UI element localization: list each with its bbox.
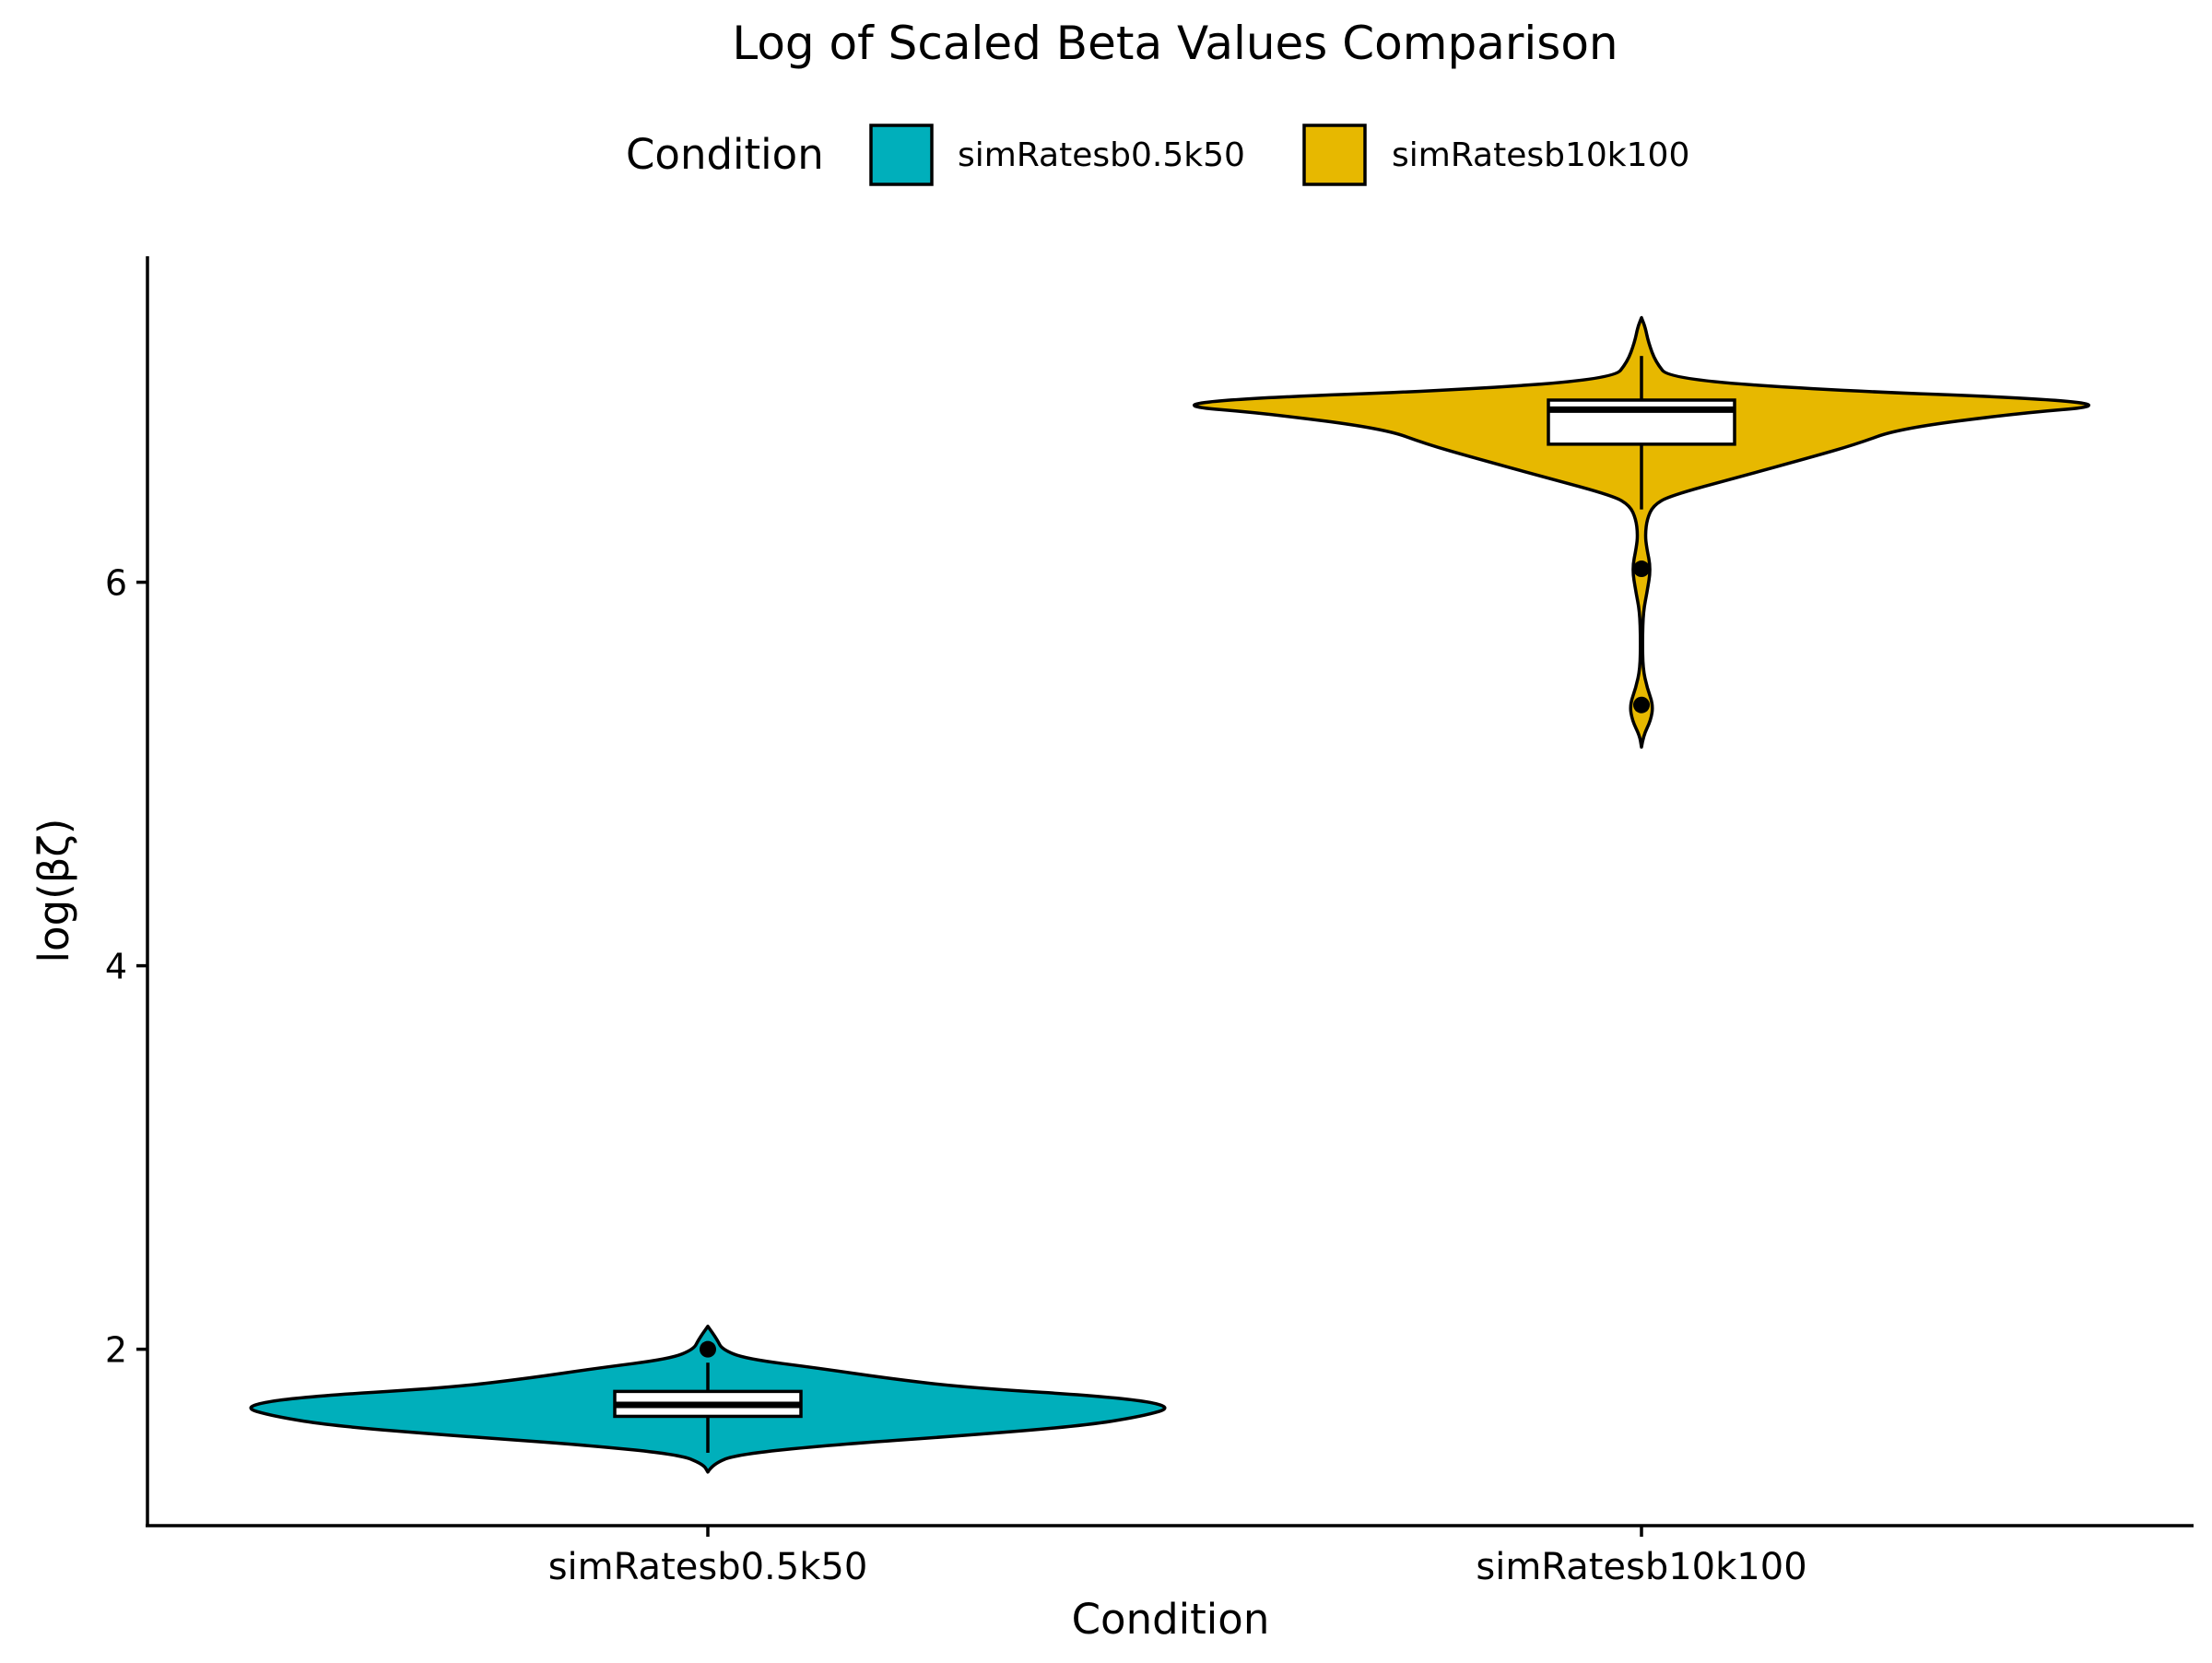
y-tick-label-1: 4	[105, 947, 127, 987]
outlier-point-0-0	[700, 1340, 716, 1358]
x-tick-label-1: simRatesb10k100	[1476, 1546, 1806, 1588]
y-tick-label-2: 6	[105, 563, 127, 604]
outlier-point-1-0	[1633, 560, 1650, 578]
x-axis-ticks: simRatesb0.5k50 simRatesb10k100	[548, 1526, 1807, 1588]
legend: Condition simRatesb0.5k50 simRatesb10k10…	[626, 124, 1689, 186]
violin-group-0	[249, 1324, 1167, 1474]
chart-title: Log of Scaled Beta Values Comparison	[732, 17, 1618, 70]
y-axis-ticks: 2 4 6	[105, 563, 147, 1371]
plot-area	[249, 315, 2091, 1474]
outlier-point-1-1	[1633, 696, 1650, 714]
legend-title: Condition	[626, 130, 824, 179]
violin-body-1	[1192, 315, 2091, 749]
x-axis-label: Condition	[1072, 1595, 1270, 1644]
y-tick-label-0: 2	[105, 1330, 127, 1371]
legend-label-0: simRatesb0.5k50	[958, 136, 1245, 174]
legend-swatch-0	[869, 124, 934, 186]
violin-group-1	[1192, 315, 2091, 749]
legend-label-1: simRatesb10k100	[1392, 136, 1689, 174]
x-tick-label-0: simRatesb0.5k50	[548, 1546, 868, 1588]
legend-swatch-1	[1302, 124, 1367, 186]
y-axis-label: log(βζ)	[29, 819, 78, 963]
